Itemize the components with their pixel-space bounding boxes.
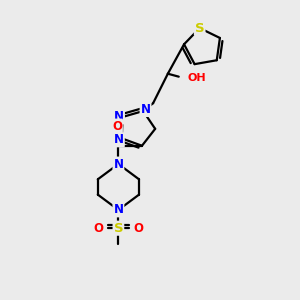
- Text: OH: OH: [188, 73, 206, 83]
- Text: N: N: [114, 110, 124, 124]
- Text: N: N: [140, 103, 151, 116]
- Text: N: N: [113, 203, 123, 216]
- Text: N: N: [114, 134, 124, 146]
- Text: S: S: [195, 22, 205, 34]
- Text: S: S: [114, 222, 123, 235]
- Text: O: O: [133, 222, 143, 235]
- Text: O: O: [112, 119, 122, 133]
- Text: O: O: [94, 222, 104, 235]
- Text: N: N: [113, 158, 123, 170]
